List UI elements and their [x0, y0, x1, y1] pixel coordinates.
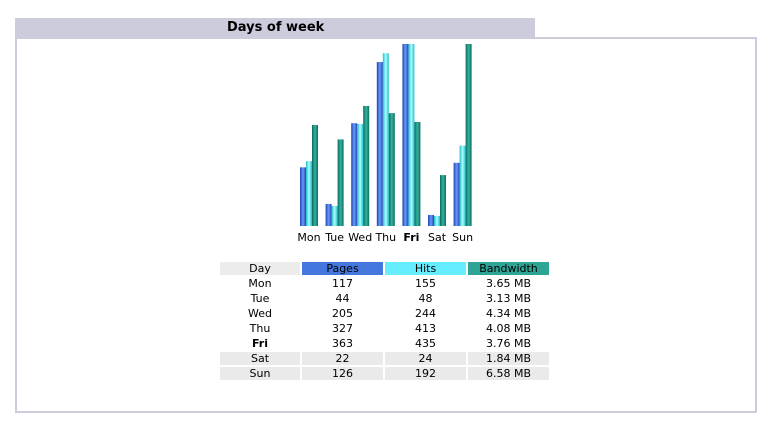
day-label-wed: Wed	[348, 231, 372, 244]
cell-day: Sat	[220, 352, 300, 365]
pages-bar-sun	[453, 162, 460, 226]
day-label-thu: Thu	[374, 231, 396, 244]
section-title: Days of week	[227, 20, 325, 35]
header-hits: Hits	[385, 262, 466, 275]
cell-bandwidth: 6.58 MB	[468, 367, 549, 380]
cell-hits: 435	[415, 337, 436, 350]
table-row: Fri 363 435 3.76 MB	[220, 337, 549, 350]
table-row: Wed 205 244 4.34 MB	[220, 307, 549, 320]
day-label-sat: Sat	[428, 231, 447, 244]
cell-bandwidth: 4.08 MB	[485, 322, 532, 335]
cell-bandwidth: 3.13 MB	[485, 292, 532, 305]
hits-bar-sat	[434, 215, 440, 226]
cell-day: Wed	[248, 307, 272, 320]
bandwidth-bar-sun	[465, 44, 472, 226]
cell-hits: 48	[418, 292, 433, 305]
cell-day: Fri	[251, 337, 268, 350]
cell-pages: 126	[302, 367, 383, 380]
pages-bar-mon	[300, 167, 306, 226]
cell-hits: 413	[415, 322, 436, 335]
cell-hits: 192	[385, 367, 466, 380]
header-pages: Pages	[302, 262, 383, 275]
cell-hits: 24	[385, 352, 466, 365]
days-of-week-table: Day Pages Hits Bandwidth Mon 117 155 3.6…	[218, 260, 551, 382]
cell-hits: 155	[415, 277, 436, 290]
header-bandwidth: Bandwidth	[468, 262, 549, 275]
cell-day: Mon	[248, 277, 272, 290]
cell-bandwidth: 4.34 MB	[485, 307, 532, 320]
cell-bandwidth: 3.76 MB	[485, 337, 532, 350]
hits-bar-tue	[331, 205, 338, 226]
day-label-sun: Sun	[452, 231, 473, 244]
cell-pages: 327	[332, 322, 353, 335]
hits-bar-wed	[357, 123, 364, 226]
cell-pages: 117	[332, 277, 353, 290]
bandwidth-bar-tue	[337, 139, 344, 226]
section-title-bar: Days of week	[15, 18, 535, 38]
pages-bar-wed	[351, 123, 358, 226]
bandwidth-bar-wed	[363, 105, 370, 226]
day-label-fri: Fri	[403, 231, 419, 244]
table-header-row: Day Pages Hits Bandwidth	[220, 262, 549, 275]
day-labels-group: Mon Tue Wed Thu Fri Sat Sun	[297, 231, 473, 244]
table-row: Thu 327 413 4.08 MB	[220, 322, 549, 335]
cell-pages: 205	[332, 307, 353, 320]
hits-bar-thu	[382, 53, 389, 227]
pages-bar-sat	[428, 214, 434, 226]
cell-pages: 22	[302, 352, 383, 365]
cell-day: Sun	[220, 367, 300, 380]
pages-bar-tue	[325, 203, 332, 226]
pages-bar-fri	[402, 44, 409, 226]
table-row: Mon 117 155 3.65 MB	[220, 277, 549, 290]
bars-group	[300, 44, 472, 227]
days-of-week-chart: Mon Tue Wed Thu Fri Sat Sun	[297, 44, 473, 244]
cell-bandwidth: 1.84 MB	[468, 352, 549, 365]
day-label-tue: Tue	[324, 231, 344, 244]
cell-pages: 363	[332, 337, 353, 350]
hits-bar-mon	[306, 161, 312, 226]
cell-bandwidth: 3.65 MB	[485, 277, 532, 290]
hits-bar-fri	[408, 44, 415, 226]
table-row: Sat 22 24 1.84 MB	[220, 352, 549, 365]
header-day: Day	[220, 262, 300, 275]
bandwidth-bar-sat	[440, 175, 446, 226]
hits-bar-sun	[459, 145, 466, 226]
day-label-mon: Mon	[297, 231, 320, 244]
bandwidth-bar-mon	[312, 125, 318, 226]
cell-day: Tue	[250, 292, 270, 305]
cell-pages: 44	[335, 292, 350, 305]
cell-day: Thu	[249, 322, 271, 335]
bandwidth-bar-fri	[414, 122, 421, 226]
pages-bar-thu	[376, 62, 383, 226]
table-row: Tue 44 48 3.13 MB	[220, 292, 549, 305]
cell-hits: 244	[415, 307, 436, 320]
bandwidth-bar-thu	[388, 113, 395, 226]
table-row: Sun 126 192 6.58 MB	[220, 367, 549, 380]
